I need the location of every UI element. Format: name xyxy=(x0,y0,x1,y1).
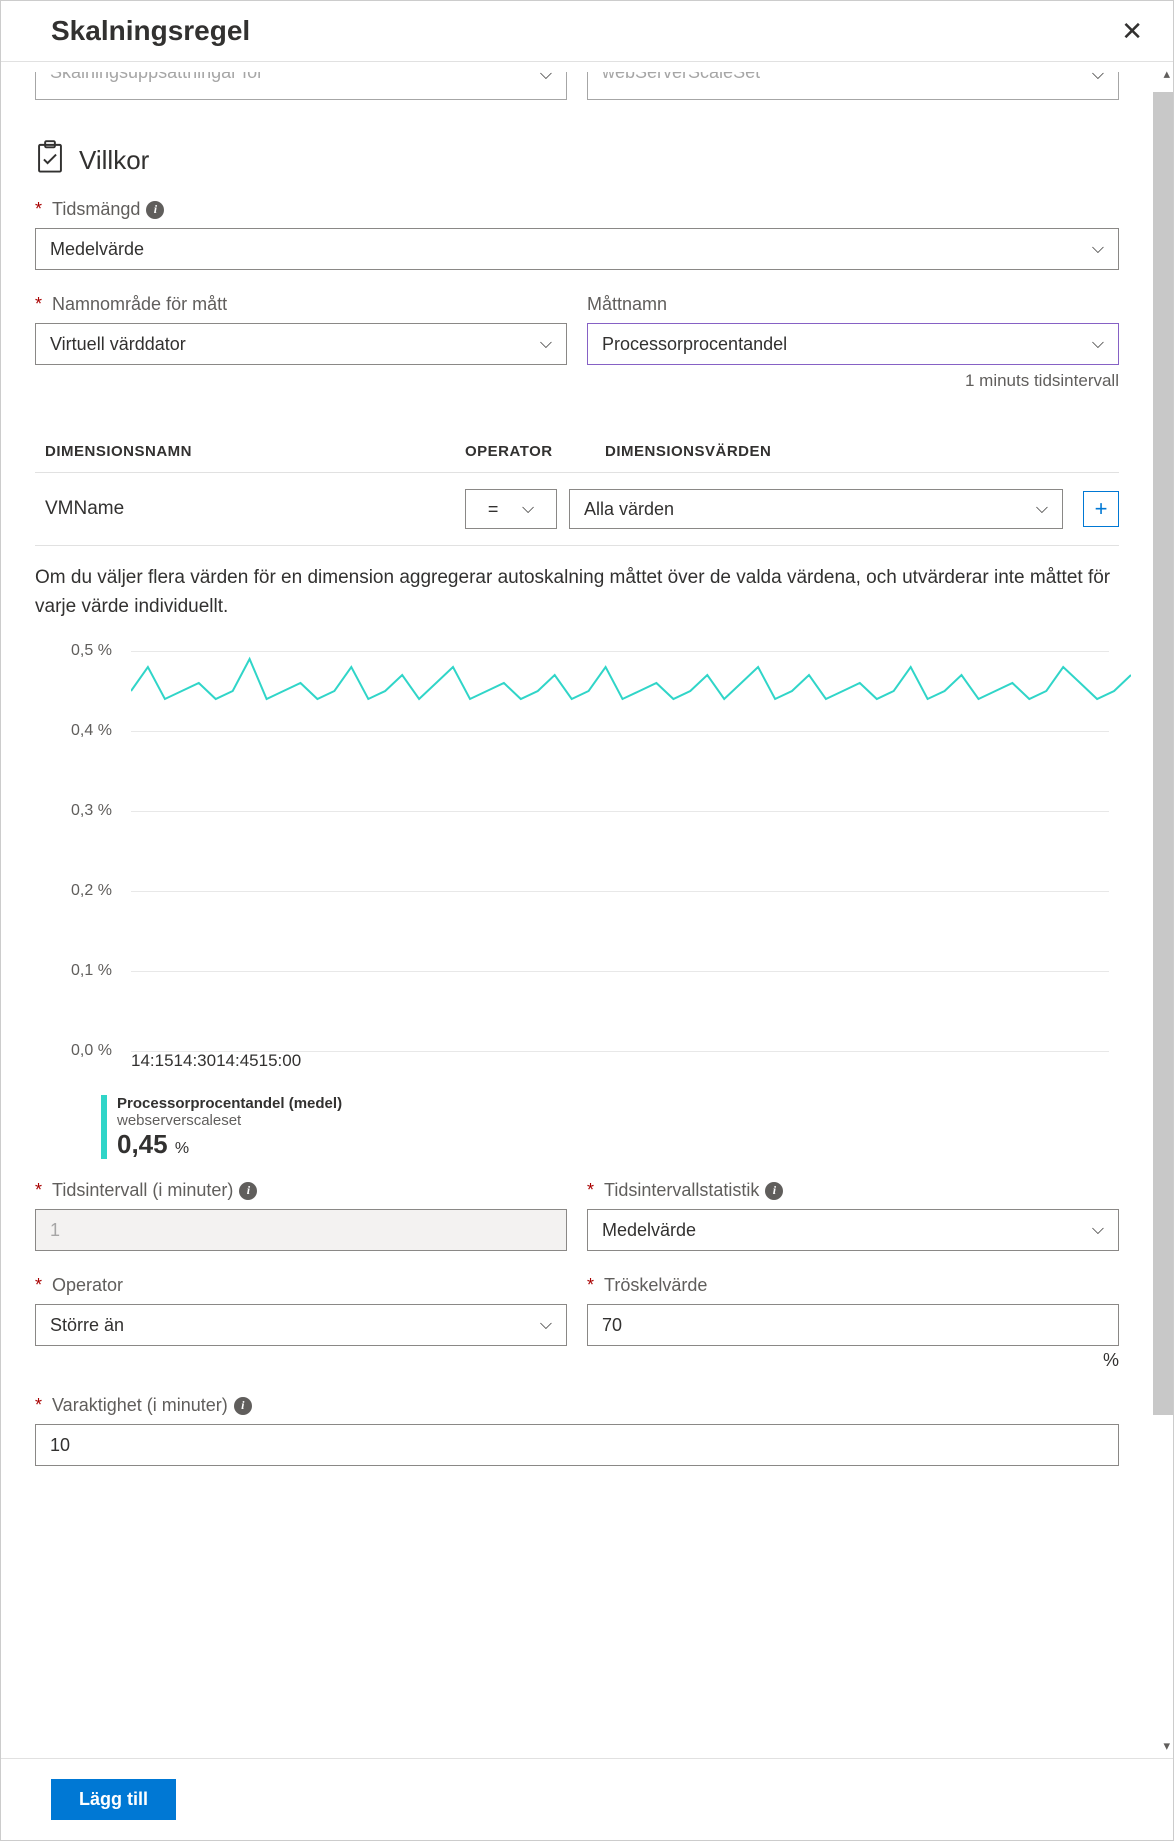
section-title-text: Villkor xyxy=(79,145,149,176)
chevron-down-icon: ⌵ xyxy=(1092,72,1104,84)
chevron-down-icon: ⌵ xyxy=(1036,500,1048,518)
metric-namespace-select[interactable]: Virtuell värddator ⌵ xyxy=(35,323,567,365)
chart-y-label: 0,3 % xyxy=(71,802,112,820)
chart-x-label: 14:15 xyxy=(131,1051,174,1070)
scroll-area: ▴ ▾ Skalningsuppsättningar för ⌵ webServ… xyxy=(1,62,1173,1758)
legend-subtitle: webserverscaleset xyxy=(117,1112,342,1129)
scrollbar[interactable]: ▴ ▾ xyxy=(1153,62,1173,1758)
info-icon[interactable]: i xyxy=(234,1397,252,1415)
chart-x-label: 14:30 xyxy=(174,1051,217,1070)
panel-title: Skalningsregel xyxy=(51,15,250,47)
dim-header-name: DIMENSIONSNAMN xyxy=(35,443,465,460)
time-interval-stat-select[interactable]: Medelvärde ⌵ xyxy=(587,1209,1119,1251)
chart-y-label: 0,0 % xyxy=(71,1042,112,1060)
chevron-down-icon: ⌵ xyxy=(540,1316,552,1334)
chart-x-label: 14:45 xyxy=(216,1051,259,1070)
metric-namespace-label: * Namnområde för mått xyxy=(35,294,567,315)
chevron-down-icon: ⌵ xyxy=(540,72,552,84)
threshold-input[interactable]: 70 xyxy=(587,1304,1119,1346)
clipboard-check-icon xyxy=(35,140,65,181)
resource-value: webServerScaleSet xyxy=(602,72,760,83)
resource-select[interactable]: webServerScaleSet ⌵ xyxy=(587,72,1119,100)
metric-grain-helper: 1 minuts tidsintervall xyxy=(587,371,1119,391)
chevron-down-icon: ⌵ xyxy=(1092,1221,1104,1239)
dimension-value-select[interactable]: Alla värden ⌵ xyxy=(569,489,1063,529)
chart-x-label: 15:00 xyxy=(259,1051,302,1070)
chart-y-label: 0,5 % xyxy=(71,642,112,660)
chevron-down-icon: ⌵ xyxy=(1092,240,1104,258)
chart-legend: Processorprocentandel (medel) webservers… xyxy=(101,1095,1109,1160)
chevron-down-icon: ⌵ xyxy=(540,335,552,353)
dimensions-table: DIMENSIONSNAMN OPERATOR DIMENSIONSVÄRDEN… xyxy=(35,431,1119,546)
chevron-down-icon: ⌵ xyxy=(522,500,534,518)
metric-name-value: Processorprocentandel xyxy=(602,334,787,355)
duration-input[interactable]: 10 xyxy=(35,1424,1119,1466)
chart-y-label: 0,4 % xyxy=(71,722,112,740)
time-interval-label: * Tidsintervall (i minuter) i xyxy=(35,1180,567,1201)
scrollbar-thumb[interactable] xyxy=(1153,92,1173,1415)
panel-header: Skalningsregel ✕ xyxy=(1,1,1173,62)
operator-select[interactable]: Större än ⌵ xyxy=(35,1304,567,1346)
info-icon[interactable]: i xyxy=(239,1182,257,1200)
add-dimension-button[interactable]: + xyxy=(1083,491,1119,527)
close-button[interactable]: ✕ xyxy=(1121,18,1143,44)
operator-label: * Operator xyxy=(35,1275,567,1296)
dimension-operator-select[interactable]: = ⌵ xyxy=(465,489,557,529)
chevron-down-icon: ⌵ xyxy=(1092,335,1104,353)
metric-name-label: Måttnamn xyxy=(587,294,1119,315)
resource-type-select[interactable]: Skalningsuppsättningar för ⌵ xyxy=(35,72,567,100)
metric-chart: 0,5 %0,4 %0,3 %0,2 %0,1 %0,0 % 14:1514:3… xyxy=(35,651,1119,1160)
metric-name-select[interactable]: Processorprocentandel ⌵ xyxy=(587,323,1119,365)
scale-rule-panel: Skalningsregel ✕ ▴ ▾ Skalningsuppsättnin… xyxy=(0,0,1174,1841)
info-icon[interactable]: i xyxy=(765,1182,783,1200)
legend-title: Processorprocentandel (medel) xyxy=(117,1095,342,1112)
resource-type-value: Skalningsuppsättningar för xyxy=(50,72,263,83)
chart-y-label: 0,2 % xyxy=(71,882,112,900)
scroll-up-icon[interactable]: ▴ xyxy=(1163,66,1170,82)
scroll-down-icon[interactable]: ▾ xyxy=(1163,1738,1170,1754)
threshold-label: * Tröskelvärde xyxy=(587,1275,1119,1296)
time-aggregation-select[interactable]: Medelvärde ⌵ xyxy=(35,228,1119,270)
metric-namespace-value: Virtuell värddator xyxy=(50,334,186,355)
time-interval-stat-label: * Tidsintervallstatistik i xyxy=(587,1180,1119,1201)
time-interval-input: 1 xyxy=(35,1209,567,1251)
dimension-name: VMName xyxy=(35,498,453,520)
dim-header-values: DIMENSIONSVÄRDEN xyxy=(605,443,1119,460)
criteria-section-title: Villkor xyxy=(35,140,1119,181)
info-icon[interactable]: i xyxy=(146,201,164,219)
dim-header-operator: OPERATOR xyxy=(465,443,605,460)
add-button[interactable]: Lägg till xyxy=(51,1779,176,1820)
panel-footer: Lägg till xyxy=(1,1758,1173,1840)
panel-content: Skalningsuppsättningar för ⌵ webServerSc… xyxy=(1,62,1153,1510)
dimensions-helper-text: Om du väljer flera värden för en dimensi… xyxy=(35,564,1119,621)
dimension-row: VMName = ⌵ Alla värden ⌵ + xyxy=(35,473,1119,546)
time-aggregation-value: Medelvärde xyxy=(50,239,144,260)
chart-y-label: 0,1 % xyxy=(71,962,112,980)
legend-color-bar xyxy=(101,1095,107,1159)
legend-value: 0,45 % xyxy=(117,1129,342,1160)
threshold-suffix: % xyxy=(587,1350,1119,1371)
time-aggregation-label: * Tidsmängd i xyxy=(35,199,1119,220)
duration-label: * Varaktighet (i minuter) i xyxy=(35,1395,1119,1416)
